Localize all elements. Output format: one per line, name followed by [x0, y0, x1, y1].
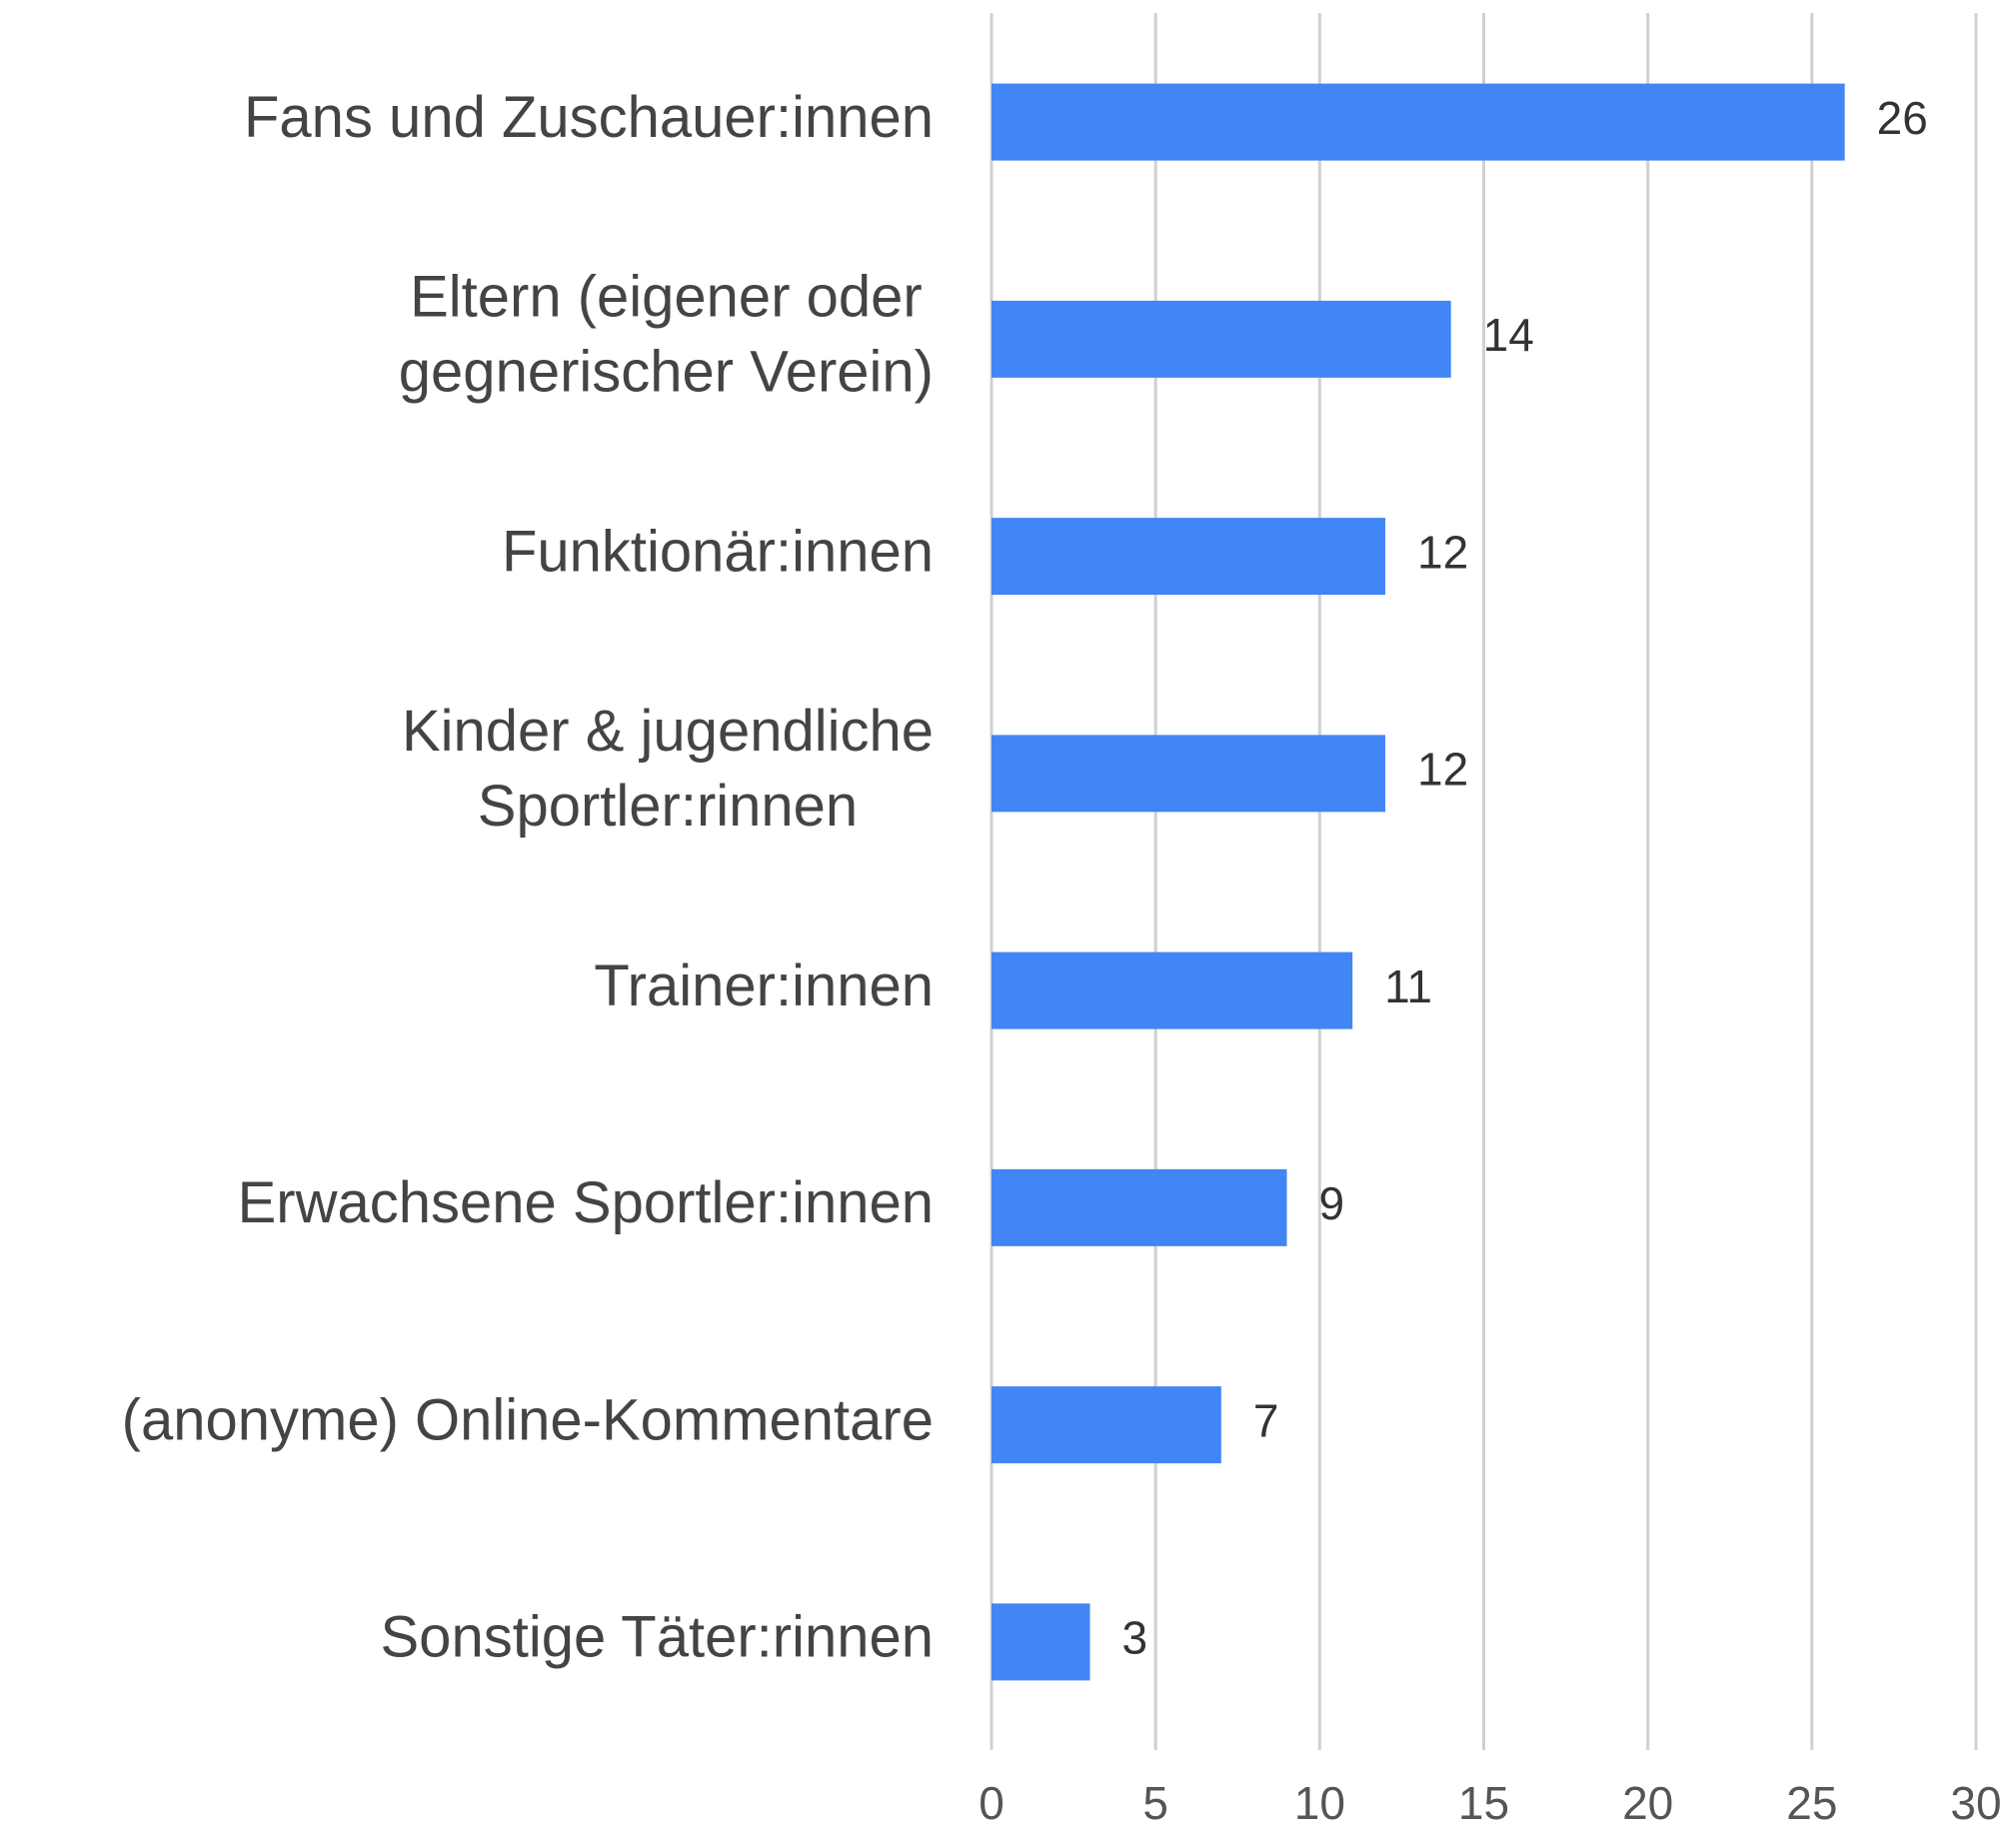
value-label: 11 — [1384, 960, 1432, 1012]
x-tick-label: 30 — [1950, 1777, 2001, 1829]
x-tick-label: 10 — [1294, 1777, 1345, 1829]
category-label: Eltern (eigener oder gegnerischer Verein) — [399, 265, 934, 405]
bar — [992, 1603, 1090, 1681]
value-label: 12 — [1417, 526, 1468, 578]
x-tick-label: 25 — [1786, 1777, 1837, 1829]
category-label: (anonyme) Online-Kommentare — [122, 1387, 934, 1452]
value-label: 12 — [1417, 744, 1468, 796]
value-label: 7 — [1253, 1394, 1279, 1446]
value-label: 3 — [1122, 1612, 1148, 1664]
category-label-line: Eltern (eigener oder — [410, 265, 923, 330]
category-label-line: Funktionär:innen — [502, 519, 934, 584]
x-tick-label: 0 — [979, 1777, 1005, 1829]
category-label: Sonstige Täter:rinnen — [381, 1605, 935, 1670]
category-label-line: Sportler:rinnen — [478, 774, 858, 839]
category-label: Trainer:innen — [594, 953, 934, 1018]
bar — [992, 735, 1385, 813]
value-label: 14 — [1483, 309, 1534, 361]
category-label-line: Sonstige Täter:rinnen — [381, 1605, 935, 1670]
category-label: Funktionär:innen — [502, 519, 934, 584]
category-label-line: Kinder & jugendliche — [402, 699, 934, 764]
category-label-line: Fans und Zuschauer:innen — [244, 85, 934, 150]
bar — [992, 951, 1353, 1029]
category-label-line: Trainer:innen — [594, 953, 934, 1018]
category-label-line: Erwachsene Sportler:innen — [238, 1170, 934, 1235]
bar — [992, 83, 1845, 161]
category-label-line: gegnerischer Verein) — [399, 340, 934, 405]
bar — [992, 1386, 1221, 1464]
category-label: Fans und Zuschauer:innen — [244, 85, 934, 150]
category-label: Kinder & jugendliche Sportler:rinnen — [402, 699, 934, 839]
value-label: 26 — [1877, 92, 1928, 144]
category-label-line: (anonyme) Online-Kommentare — [122, 1387, 934, 1452]
bar — [992, 1168, 1287, 1246]
x-tick-label: 5 — [1142, 1777, 1168, 1829]
category-label: Erwachsene Sportler:innen — [238, 1170, 934, 1235]
x-tick-label: 20 — [1622, 1777, 1673, 1829]
x-tick-label: 15 — [1458, 1777, 1509, 1829]
bar — [992, 518, 1385, 596]
value-label: 9 — [1319, 1177, 1345, 1229]
bar — [992, 300, 1451, 378]
